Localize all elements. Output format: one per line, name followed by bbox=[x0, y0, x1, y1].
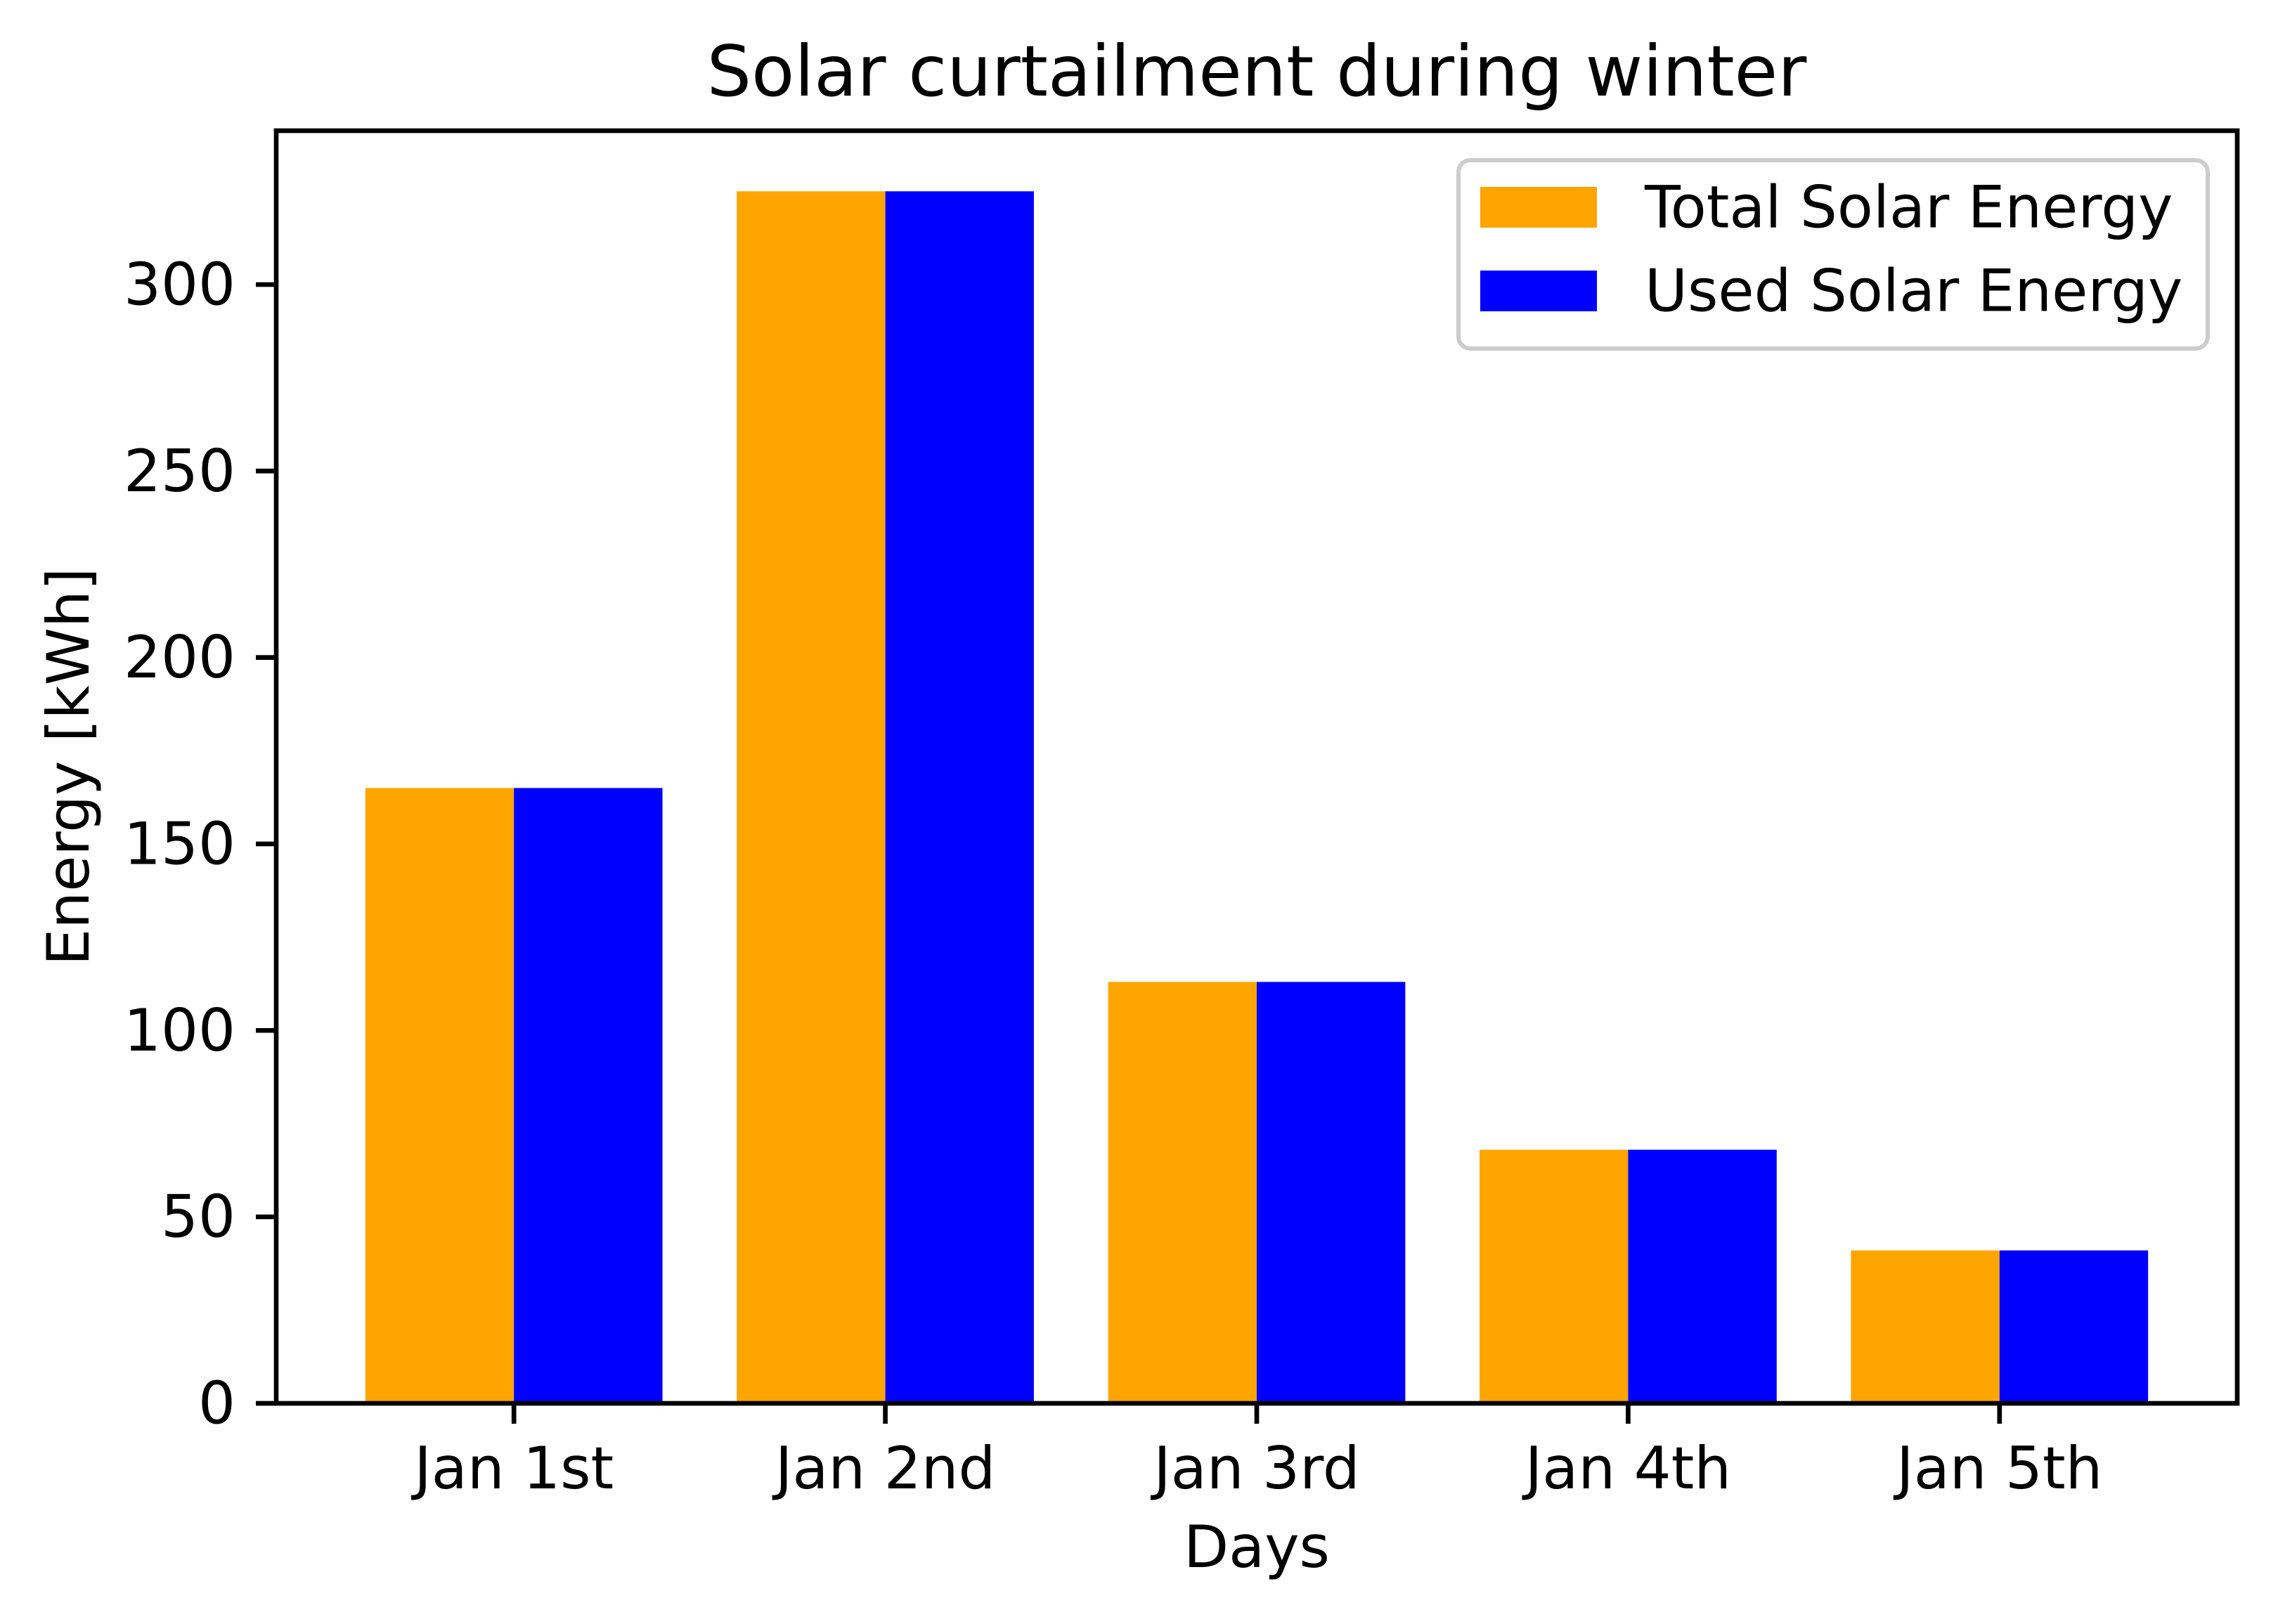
x-axis-label: Days bbox=[1184, 1513, 1330, 1581]
bar-total-solar-energy-jan-2nd bbox=[737, 191, 886, 1404]
bar-total-solar-energy-jan-5th bbox=[1851, 1250, 2000, 1403]
y-tick-label: 300 bbox=[124, 250, 235, 318]
legend-label-used-solar-energy: Used Solar Energy bbox=[1645, 257, 2182, 325]
bar-used-solar-energy-jan-1st bbox=[514, 788, 663, 1403]
y-tick-label: 50 bbox=[161, 1183, 235, 1251]
y-tick-label: 0 bbox=[198, 1370, 235, 1438]
bar-used-solar-energy-jan-4th bbox=[1628, 1150, 1777, 1403]
legend-frame bbox=[1456, 158, 2210, 351]
legend-swatch-total-solar-energy bbox=[1480, 187, 1597, 228]
bar-used-solar-energy-jan-2nd bbox=[885, 191, 1034, 1404]
legend-label-total-solar-energy: Total Solar Energy bbox=[1644, 174, 2173, 242]
y-tick-label: 250 bbox=[124, 437, 235, 505]
bar-used-solar-energy-jan-5th bbox=[1999, 1250, 2149, 1403]
y-tick-label: 200 bbox=[124, 623, 235, 691]
x-tick-label: Jan 1st bbox=[410, 1434, 614, 1502]
chart-title: Solar curtailment during winter bbox=[707, 30, 1808, 112]
y-axis-label: Energy [kWh] bbox=[34, 568, 103, 966]
legend: Total Solar Energy Used Solar Energy bbox=[1456, 158, 2210, 351]
x-tick-label: Jan 4th bbox=[1522, 1434, 1731, 1502]
bar-total-solar-energy-jan-3rd bbox=[1108, 982, 1257, 1403]
x-tick-label: Jan 3rd bbox=[1150, 1434, 1360, 1502]
legend-swatch-used-solar-energy bbox=[1480, 271, 1597, 311]
y-tick-label: 150 bbox=[124, 810, 235, 878]
x-tick-label: Jan 5th bbox=[1893, 1434, 2102, 1502]
bar-used-solar-energy-jan-3rd bbox=[1257, 982, 1406, 1403]
y-tick-label: 100 bbox=[124, 996, 235, 1065]
bar-total-solar-energy-jan-4th bbox=[1480, 1150, 1629, 1403]
x-tick-label: Jan 2nd bbox=[772, 1434, 996, 1502]
y-axis-ticks: 0 50 100 150 200 250 300 bbox=[124, 250, 276, 1438]
bar-total-solar-energy-jan-1st bbox=[365, 788, 515, 1403]
bars-group bbox=[365, 191, 2149, 1404]
x-axis-ticks: Jan 1st Jan 2nd Jan 3rd Jan 4th Jan 5th bbox=[410, 1403, 2102, 1502]
